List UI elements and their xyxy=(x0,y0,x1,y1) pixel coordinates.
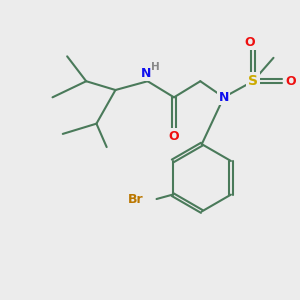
Text: O: O xyxy=(245,36,255,49)
Text: Br: Br xyxy=(128,193,143,206)
Text: O: O xyxy=(169,130,179,142)
Text: S: S xyxy=(248,74,258,88)
Text: O: O xyxy=(285,75,296,88)
Text: N: N xyxy=(141,67,152,80)
Text: H: H xyxy=(152,62,160,72)
Text: N: N xyxy=(218,91,229,104)
